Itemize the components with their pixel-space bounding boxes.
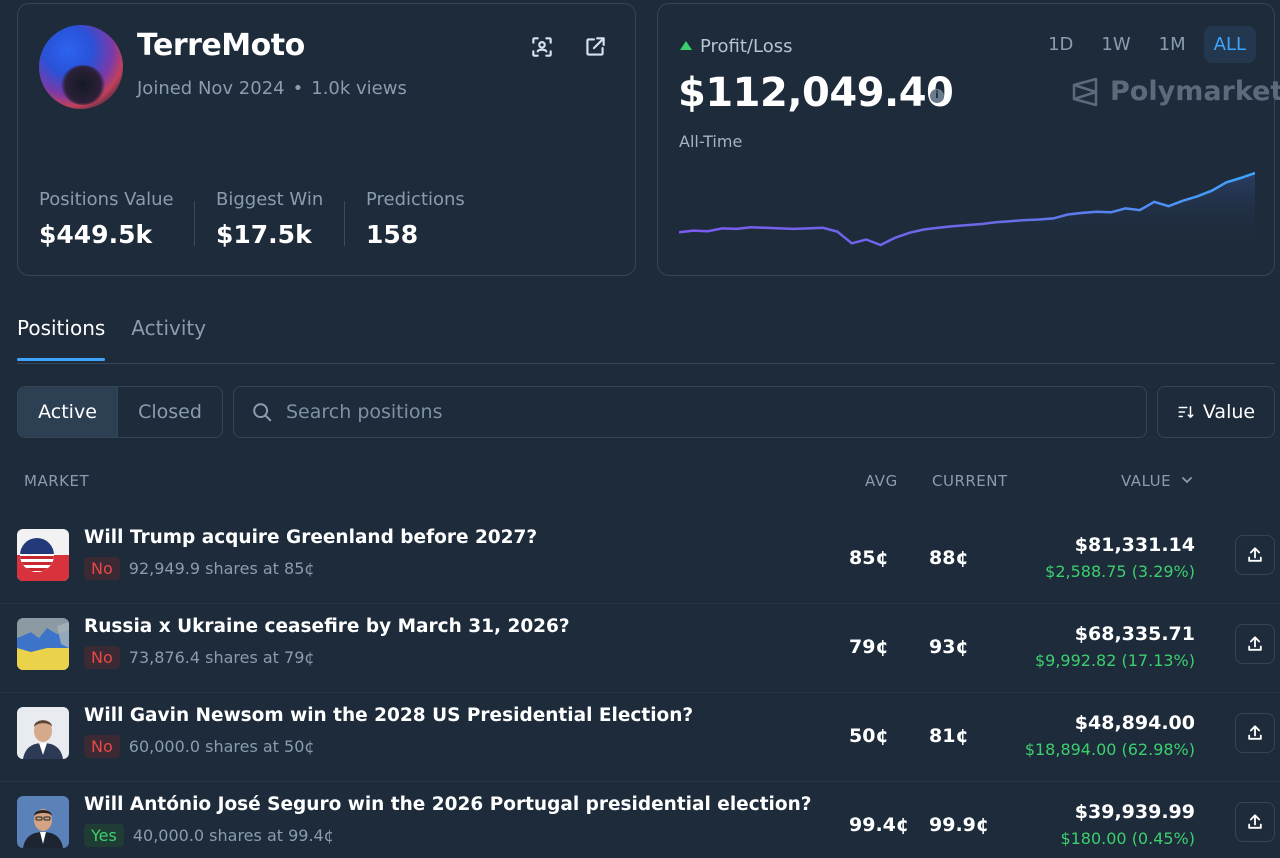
share-button[interactable] [1235,624,1275,664]
position-value: $68,335.71 [1074,623,1195,645]
chart-area [679,173,1255,249]
position-details: Yes 40,000.0 shares at 99.4¢ [84,824,334,847]
position-details: No 92,949.9 shares at 85¢ [84,557,315,580]
up-arrow-icon [680,41,692,50]
segment-closed[interactable]: Closed [117,387,222,437]
outcome-badge: No [84,557,120,580]
position-value: $48,894.00 [1074,712,1195,734]
profile-meta: Joined Nov 2024 • 1.0k views [137,78,407,99]
polymarket-logo: Polymarket [1070,76,1280,107]
pnl-period: All-Time [679,132,743,151]
avg-price: 85¢ [849,547,889,569]
divider [17,363,1275,364]
range-tab-1m[interactable]: 1M [1158,34,1186,55]
info-icon[interactable]: i [930,89,944,103]
username: TerreMoto [137,28,305,63]
shares-info: 73,876.4 shares at 79¢ [128,648,315,667]
position-details: No 60,000.0 shares at 50¢ [84,735,315,758]
stat-predictions: Predictions 158 [366,189,465,249]
avg-price: 79¢ [849,636,889,658]
divider [194,201,195,246]
position-change: $9,992.82 (17.13%) [1034,651,1195,670]
pnl-label: Profit/Loss [680,36,793,57]
scan-profile-icon[interactable] [529,34,555,60]
share-button[interactable] [1235,802,1275,842]
shares-info: 60,000.0 shares at 50¢ [128,737,315,756]
search-box [233,386,1147,438]
market-title[interactable]: Will António José Seguro win the 2026 Po… [84,794,812,815]
outcome-badge: No [84,646,120,669]
table-row[interactable]: Russia x Ukraine ceasefire by March 31, … [0,604,1280,693]
position-details: No 73,876.4 shares at 79¢ [84,646,315,669]
outcome-badge: No [84,735,120,758]
position-change: $180.00 (0.45%) [1060,829,1195,848]
status-segmented-control: Active Closed [17,386,223,438]
avg-price: 99.4¢ [849,814,910,836]
table-row[interactable]: Will António José Seguro win the 2026 Po… [0,782,1280,858]
market-thumbnail-ukraine-map [17,618,69,670]
market-title[interactable]: Will Gavin Newsom win the 2028 US Presid… [84,705,694,726]
outcome-badge: Yes [84,824,124,847]
chevron-down-icon [1182,477,1193,484]
search-icon [253,403,272,422]
range-tabs: 1D 1W 1M ALL [1038,26,1256,63]
table-row[interactable]: Will Trump acquire Greenland before 2027… [0,515,1280,604]
column-header-current: CURRENT [932,472,1008,490]
polymarket-logo-icon [1072,77,1098,106]
pnl-chart [679,171,1255,249]
current-price: 88¢ [929,547,969,569]
view-count: 1.0k views [311,78,407,99]
tab-bar: Positions Activity [17,316,207,361]
sort-icon [1178,406,1194,419]
upload-icon [1248,547,1262,562]
stat-biggest-win: Biggest Win $17.5k [216,189,324,249]
upload-icon [1248,814,1262,829]
position-value: $81,331.14 [1074,534,1195,556]
pnl-value: $112,049.40 [678,70,954,116]
pnl-card: Profit/Loss $112,049.40 i All-Time 1D 1W… [657,3,1280,276]
avg-price: 50¢ [849,725,889,747]
position-change: $2,588.75 (3.29%) [1045,562,1195,581]
share-button[interactable] [1235,713,1275,753]
current-price: 99.9¢ [929,814,990,836]
table-row[interactable]: Will Gavin Newsom win the 2028 US Presid… [0,693,1280,782]
search-input[interactable] [286,387,1126,437]
column-header-value[interactable]: VALUE [1121,472,1193,490]
position-value: $39,939.99 [1074,801,1195,823]
sort-label: Value [1202,401,1256,423]
market-title[interactable]: Russia x Ukraine ceasefire by March 31, … [84,616,570,637]
current-price: 81¢ [929,725,969,747]
upload-icon [1248,636,1262,651]
sort-button[interactable]: Value [1157,386,1275,438]
divider [344,201,345,246]
stat-positions-value: Positions Value $449.5k [39,189,174,249]
market-thumbnail-us-flag [17,529,69,581]
tab-positions[interactable]: Positions [17,316,106,361]
market-title[interactable]: Will Trump acquire Greenland before 2027… [84,527,538,548]
shares-info: 92,949.9 shares at 85¢ [128,559,315,578]
market-thumbnail-seguro-portrait [17,796,69,848]
market-thumbnail-newsom-portrait [17,707,69,759]
tab-activity[interactable]: Activity [131,316,207,340]
position-change: $18,894.00 (62.98%) [1024,740,1195,759]
share-button[interactable] [1235,535,1275,575]
avatar [39,25,123,109]
upload-icon [1248,725,1262,740]
range-tab-1w[interactable]: 1W [1101,34,1131,55]
current-price: 93¢ [929,636,969,658]
range-tab-1d[interactable]: 1D [1048,34,1074,55]
joined-date: Joined Nov 2024 [137,78,285,99]
shares-info: 40,000.0 shares at 99.4¢ [132,826,334,845]
chart-line [679,171,1255,247]
column-header-market: MARKET [24,472,90,490]
external-link-icon[interactable] [582,34,608,60]
profile-card: TerreMoto Joined Nov 2024 • 1.0k views Pos… [17,3,636,276]
range-tab-all[interactable]: ALL [1203,26,1256,63]
segment-active[interactable]: Active [18,387,117,437]
column-header-avg: AVG [865,472,898,490]
